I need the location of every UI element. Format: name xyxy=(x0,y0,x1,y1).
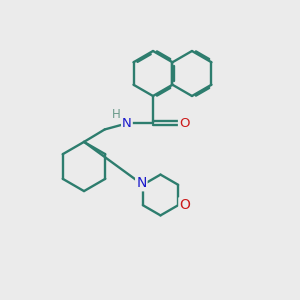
Text: N: N xyxy=(136,176,146,190)
Text: O: O xyxy=(179,116,190,130)
Text: N: N xyxy=(122,116,132,130)
Text: H: H xyxy=(111,108,120,122)
Text: O: O xyxy=(179,198,190,212)
